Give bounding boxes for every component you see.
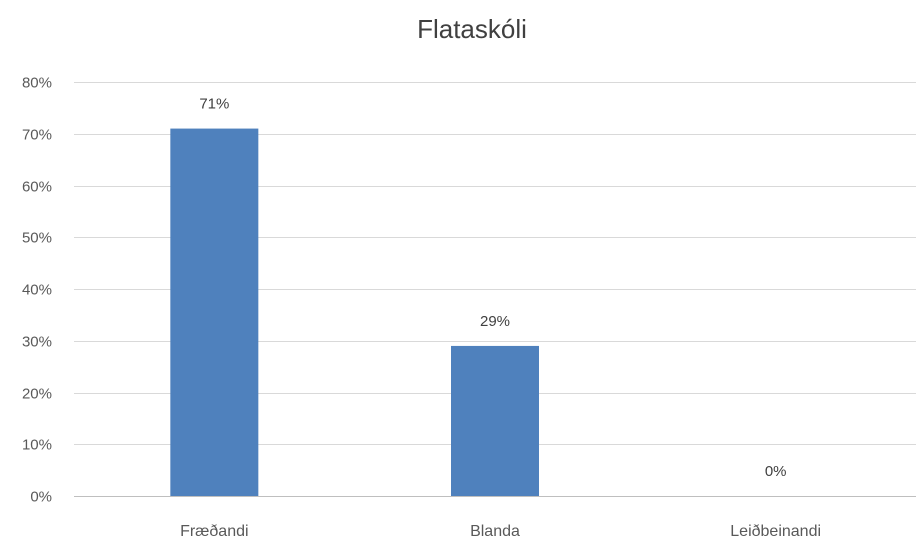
y-tick-label: 50% — [22, 230, 52, 247]
y-tick-label: 80% — [22, 75, 52, 92]
y-tick-label: 60% — [22, 179, 52, 196]
bar — [170, 128, 259, 496]
category-label: Leiðbeinandi — [730, 523, 821, 540]
y-tick-label: 30% — [22, 334, 52, 351]
category-label: Fræðandi — [180, 523, 248, 540]
data-label: 0% — [765, 463, 787, 480]
chart-title: Flataskóli — [417, 14, 527, 44]
x-axis-category-labels: Fræðandi Blanda Leiðbeinandi — [180, 523, 821, 540]
y-tick-label: 40% — [22, 282, 52, 299]
y-tick-label: 10% — [22, 437, 52, 454]
bar — [451, 345, 539, 496]
data-labels: 71% 29% 0% — [199, 96, 786, 480]
data-label: 71% — [199, 96, 229, 113]
category-label: Blanda — [470, 523, 520, 540]
y-tick-label: 20% — [22, 386, 52, 403]
y-tick-label: 70% — [22, 127, 52, 144]
data-label: 29% — [480, 313, 510, 330]
bars — [170, 128, 539, 496]
y-axis-tick-labels: 0% 10% 20% 30% 40% 50% 60% 70% 80% — [22, 75, 52, 506]
y-tick-label: 0% — [30, 489, 52, 506]
